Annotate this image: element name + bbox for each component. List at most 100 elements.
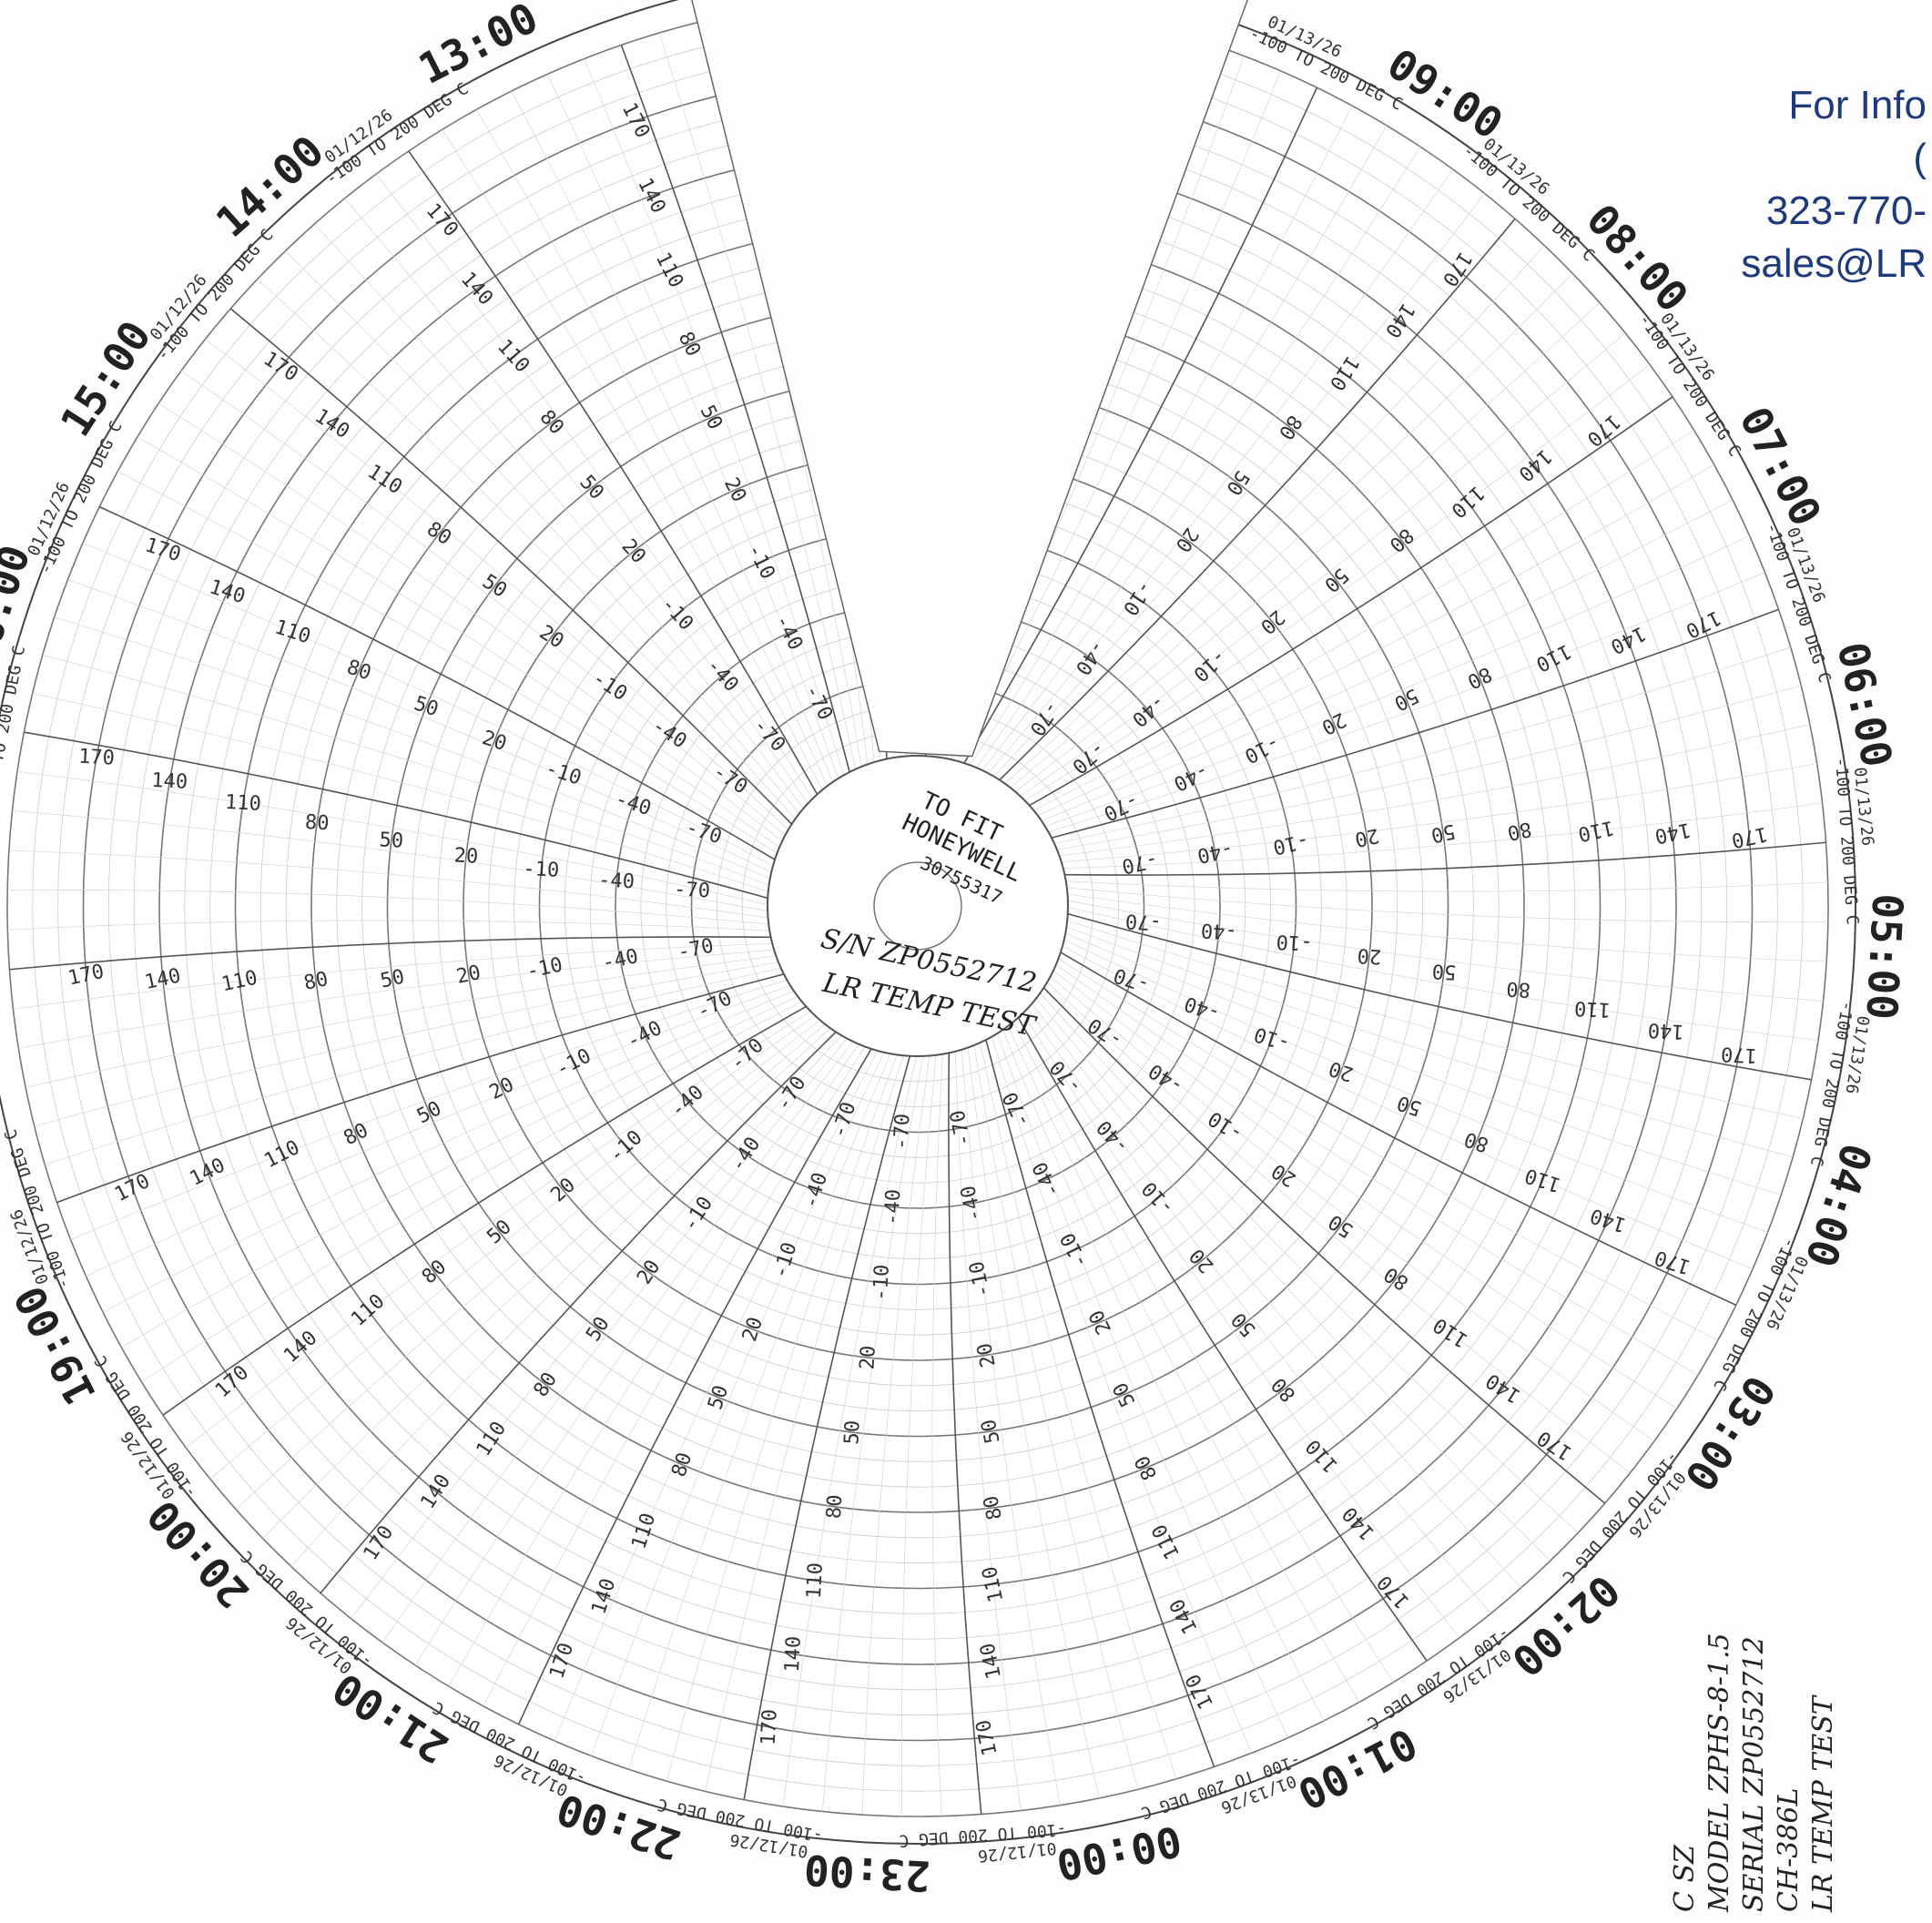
time-line — [205, 339, 789, 830]
time-line — [584, 58, 845, 776]
handwritten-note: SERIAL ZP0552712 — [1738, 1636, 1770, 1912]
scale-label: -40 — [880, 1188, 905, 1226]
time-line — [993, 193, 1485, 778]
time-line — [976, 125, 1388, 768]
scale-label: -40 — [1200, 919, 1237, 943]
time-line — [963, 86, 1318, 764]
hour-label: 23:00 — [803, 1845, 931, 1900]
scale-label: 80 — [823, 1494, 847, 1520]
scale-label: -10 — [1276, 930, 1313, 954]
time-line — [1050, 976, 1655, 1442]
scale-label: 140 — [1647, 1018, 1684, 1043]
scale-label: 80 — [980, 1493, 1007, 1521]
handwritten-note: CH-386L — [1773, 1788, 1805, 1912]
time-line — [16, 770, 768, 905]
contact-line: For Info — [1788, 83, 1927, 127]
scale-label: 50 — [840, 1419, 864, 1445]
scale-label: 20 — [454, 962, 483, 989]
time-line — [7, 920, 770, 931]
time-line — [285, 250, 800, 814]
scale-label: 140 — [151, 769, 188, 794]
chart-grid — [0, 0, 1856, 1845]
scale-label: -40 — [598, 869, 636, 893]
time-line — [1024, 363, 1651, 801]
time-line — [1059, 724, 1810, 857]
time-line — [954, 1051, 1022, 1811]
scale-label: -70 — [674, 879, 711, 903]
time-line — [1040, 992, 1579, 1533]
hour-label: 05:00 — [1856, 892, 1912, 1021]
time-line — [1063, 802, 1823, 870]
scale-label: 140 — [781, 1635, 806, 1673]
time-line — [1062, 945, 1754, 1270]
scale-label: 80 — [1506, 977, 1531, 1001]
scale-label: 170 — [78, 746, 116, 770]
time-line — [1060, 951, 1737, 1307]
time-line — [158, 402, 783, 842]
time-line — [1007, 1025, 1360, 1703]
time-line — [344, 198, 808, 804]
time-line — [1067, 900, 1824, 1002]
time-line — [209, 1015, 816, 1480]
time-line — [235, 1020, 821, 1510]
hub-hole — [873, 861, 962, 951]
time-line — [320, 1031, 837, 1594]
time-line — [1022, 1012, 1460, 1639]
time-line — [1010, 273, 1573, 789]
time-line — [620, 45, 850, 773]
time-line — [511, 90, 833, 783]
time-line — [948, 1053, 982, 1815]
time-line — [56, 973, 785, 1204]
time-line — [1058, 958, 1718, 1341]
time-line — [1035, 998, 1551, 1562]
contact-line: sales@LR — [1741, 241, 1927, 286]
time-line — [8, 850, 768, 919]
time-line — [743, 1055, 911, 1800]
time-line — [141, 1001, 802, 1382]
time-line — [901, 1054, 937, 1816]
time-line — [185, 1011, 811, 1449]
scale-label: 80 — [304, 811, 330, 835]
time-line — [1055, 964, 1699, 1376]
scale-label: 110 — [1574, 996, 1612, 1021]
time-line — [70, 979, 788, 1240]
scale-label: 50 — [379, 829, 404, 852]
scale-label: 170 — [758, 1708, 782, 1745]
time-line — [7, 890, 769, 925]
scale-label: 80 — [1505, 817, 1533, 844]
time-line — [822, 1055, 924, 1812]
contact-line: ( — [1913, 136, 1927, 180]
handwritten-note: MODEL ZPHS-8-1.5 — [1703, 1633, 1735, 1913]
time-line — [1063, 939, 1768, 1233]
time-line — [483, 1046, 866, 1706]
time-line — [1020, 332, 1626, 797]
time-line — [985, 1039, 1215, 1767]
time-line — [42, 655, 769, 886]
time-line — [137, 436, 780, 848]
time-line — [24, 731, 768, 900]
time-line — [628, 1053, 891, 1770]
time-line — [1052, 970, 1678, 1409]
scale-label: 50 — [1429, 819, 1457, 846]
time-line — [1004, 245, 1545, 784]
time-line — [1032, 1002, 1521, 1589]
time-line — [475, 109, 829, 787]
time-line — [991, 1036, 1252, 1754]
time-line — [997, 1033, 1289, 1738]
time-line — [34, 962, 779, 1127]
time-line — [9, 936, 771, 971]
time-line — [1017, 1017, 1428, 1662]
time-line — [86, 985, 791, 1277]
scale-label: -10 — [869, 1264, 894, 1301]
scale-label: 20 — [973, 1341, 1001, 1369]
time-line — [54, 616, 770, 880]
time-line — [1065, 932, 1782, 1196]
scale-label: 50 — [1431, 959, 1457, 982]
scale-label: -10 — [523, 858, 560, 882]
time-line — [1067, 920, 1804, 1119]
time-line — [1067, 912, 1812, 1081]
time-line — [980, 1043, 1177, 1779]
time-line — [82, 542, 774, 867]
time-line — [1042, 987, 1606, 1504]
time-line — [988, 168, 1454, 774]
